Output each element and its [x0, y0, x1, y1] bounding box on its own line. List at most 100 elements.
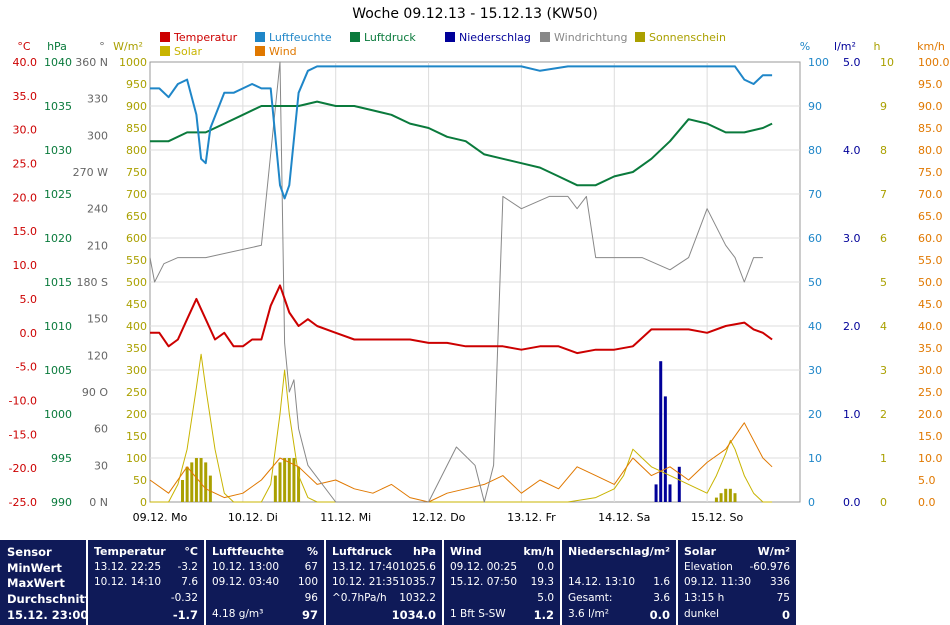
cell-value: 75	[776, 592, 790, 604]
legend-item: Temperatur	[160, 31, 237, 44]
temp-tick-label: 5.0	[20, 293, 38, 306]
bar-Sonnenschein	[181, 480, 184, 502]
temp-tick-label: 35.0	[13, 90, 38, 103]
solar-tick-label: 950	[126, 78, 147, 91]
rain-tick-label: 1.0	[843, 408, 861, 421]
wind-tick-label: 100.0	[918, 56, 950, 69]
solar-axis-unit: W/m²	[113, 40, 143, 53]
cell-label: Gesamt:	[568, 592, 613, 604]
rain-tick-label: 0.0	[843, 496, 861, 509]
temp-tick-label: 25.0	[13, 158, 38, 171]
row-label-sensor: Sensor	[7, 545, 52, 559]
cell-value: 100	[297, 576, 318, 588]
cell-value: 1035.7	[399, 576, 436, 588]
wind-tick-label: 30.0	[918, 364, 943, 377]
series-line-Temperatur	[150, 284, 773, 355]
cell-label: 09.12. 00:25	[450, 561, 517, 573]
bar-Sonnenschein	[724, 488, 728, 502]
cell-value: -3.2	[177, 561, 199, 573]
cell-value: 19.3	[530, 576, 554, 588]
sun-tick-label: 0	[880, 496, 887, 509]
bar-Sonnenschein	[733, 493, 737, 502]
solar-tick-label: 300	[126, 364, 147, 377]
stats-column: Temperatur °C 13.12. 22:25 -3.2 10.12. 14:10…	[88, 540, 204, 625]
wind-tick-label: 50.0	[918, 276, 943, 289]
series-Sonnenschein	[181, 458, 737, 502]
legend-swatch	[635, 32, 645, 42]
solar-tick-label: 400	[126, 320, 147, 333]
cell-value: 96	[304, 592, 318, 604]
solar-tick-label: 850	[126, 122, 147, 135]
bar-Sonnenschein	[714, 497, 718, 502]
cell-value: 97	[301, 608, 318, 622]
bar-Niederschlag	[659, 361, 663, 502]
hum-tick-label: 60	[808, 232, 822, 245]
cell-value: -1.7	[172, 608, 198, 622]
bar-Sonnenschein	[273, 475, 277, 502]
wind-tick-label: 15.0	[918, 430, 943, 443]
x-tick-label: 15.12. So	[691, 511, 743, 524]
solar-tick-label: 350	[126, 342, 147, 355]
dir-tick-label: 330	[87, 93, 108, 106]
press-tick-label: 1035	[44, 100, 72, 113]
column-unit: °C	[184, 545, 198, 558]
bar-Sonnenschein	[185, 466, 189, 502]
solar-tick-label: 500	[126, 276, 147, 289]
legend-label: Temperatur	[174, 31, 238, 44]
temp-tick-label: 30.0	[13, 124, 38, 137]
hum-tick-label: 0	[808, 496, 815, 509]
sun-tick-label: 7	[880, 188, 887, 201]
press-tick-label: 1005	[44, 364, 72, 377]
cell-value: 67	[304, 561, 318, 573]
dir-tick-label: 60	[94, 423, 108, 436]
press-tick-label: 1015	[44, 276, 72, 289]
cell-label: 10.12. 13:00	[212, 561, 279, 573]
dir-tick-label: 240	[87, 203, 108, 216]
cell-value: 5.0	[537, 592, 554, 604]
cell-value: 0.0	[649, 608, 670, 622]
column-unit: W/m²	[757, 545, 790, 558]
series-Niederschlag	[654, 361, 681, 502]
legend-label: Solar	[174, 45, 203, 58]
solar-tick-label: 100	[126, 452, 147, 465]
wind-tick-label: 0.0	[918, 496, 936, 509]
x-tick-label: 14.12. Sa	[598, 511, 650, 524]
sun-tick-label: 1	[880, 452, 887, 465]
press-tick-label: 995	[51, 452, 72, 465]
bar-Sonnenschein	[199, 458, 203, 502]
dir-tick-label: 210	[87, 239, 108, 252]
press-tick-label: 1040	[44, 56, 72, 69]
hum-tick-label: 100	[808, 56, 829, 69]
legend-item: Solar	[160, 45, 202, 58]
dir-tick-label: 150	[87, 313, 108, 326]
cell-label: 10.12. 21:35	[332, 576, 399, 588]
hum-tick-label: 30	[808, 364, 822, 377]
wind-axis-unit: km/h	[917, 40, 945, 53]
chart-title: Woche 09.12.13 - 15.12.13 (KW50)	[352, 6, 598, 22]
cell-value: 1.2	[533, 608, 554, 622]
cell-label: 15.12. 07:50	[450, 576, 517, 588]
press-tick-label: 1000	[44, 408, 72, 421]
column-header: Luftfeuchte	[212, 545, 285, 558]
wind-tick-label: 25.0	[918, 386, 943, 399]
legend-item: Luftdruck	[350, 31, 416, 44]
wind-tick-label: 40.0	[918, 320, 943, 333]
row-label-current: 15.12. 23:00	[7, 608, 89, 622]
cell-value: -60.976	[749, 561, 790, 573]
cell-label: 14.12. 13:10	[568, 576, 635, 588]
series-line-Wind	[149, 422, 773, 503]
legend: Temperatur Luftfeuchte Luftdruck Niederschl…	[0, 0, 950, 60]
temp-axis-unit: °C	[17, 40, 31, 53]
hum-tick-label: 20	[808, 408, 822, 421]
cell-label: 10.12. 14:10	[94, 576, 161, 588]
cell-label: 13:15 h	[684, 592, 725, 604]
solar-tick-label: 600	[126, 232, 147, 245]
bar-Sonnenschein	[190, 462, 194, 502]
legend-label: Niederschlag	[459, 31, 531, 44]
cell-value: 1.6	[653, 576, 670, 588]
sun-tick-label: 5	[880, 276, 887, 289]
wind-tick-label: 35.0	[918, 342, 943, 355]
legend-item: Windrichtung	[540, 31, 627, 44]
x-tick-label: 11.12. Mi	[320, 511, 371, 524]
temp-tick-label: 0.0	[20, 327, 38, 340]
